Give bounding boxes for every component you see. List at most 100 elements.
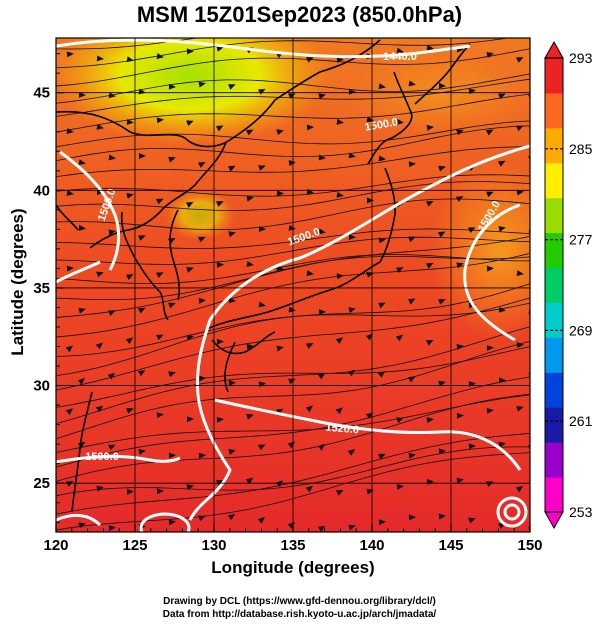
credit-data: Data from http://database.rish.kyoto-u.a…	[162, 609, 437, 620]
wind-arrow	[216, 338, 224, 345]
wind-arrow	[276, 190, 284, 197]
wind-arrow	[125, 274, 134, 281]
streamline	[56, 283, 530, 377]
wind-arrow	[276, 345, 284, 352]
wind-arrow	[198, 297, 206, 304]
wind-arrow	[246, 261, 254, 268]
x-tick-label: 130	[201, 537, 226, 554]
streamline	[56, 326, 530, 425]
graticule	[56, 38, 530, 532]
wind-arrow	[336, 191, 344, 198]
wind-arrow	[216, 45, 224, 52]
wind-arrow	[486, 481, 494, 487]
colorbar-segment	[545, 372, 563, 408]
streamline	[56, 452, 530, 531]
wind-arrow	[348, 307, 356, 314]
wind-arrow	[168, 452, 176, 459]
wind-arrow	[456, 344, 464, 351]
wind-arrow	[108, 154, 116, 161]
wind-arrow	[198, 452, 206, 459]
wind-arrow	[318, 154, 326, 161]
streamline	[56, 376, 530, 468]
wind-arrow	[288, 93, 296, 100]
wind-arrow	[437, 231, 446, 238]
wind-arrow	[438, 448, 446, 455]
colorbar-tick-label: 277	[569, 232, 593, 248]
wind-arrow	[258, 301, 266, 308]
streamline	[56, 297, 530, 391]
wind-arrow	[126, 192, 134, 199]
wind-arrow	[426, 124, 434, 131]
wind-arrow	[216, 261, 224, 268]
wind-arrow	[138, 153, 146, 160]
streamline	[56, 38, 201, 50]
wind-arrow	[396, 417, 404, 424]
x-tick-label: 150	[517, 537, 542, 554]
wind-arrow	[456, 129, 464, 136]
colorbar-tick-label: 269	[569, 322, 593, 338]
wind-arrow	[438, 380, 446, 387]
wind-arrow	[156, 53, 164, 60]
wind-arrow	[168, 302, 176, 309]
x-tick-label: 120	[43, 537, 68, 554]
streamline	[56, 125, 530, 162]
wind-arrow	[396, 483, 404, 490]
wind-arrow	[306, 124, 314, 131]
wind-arrow	[228, 449, 236, 455]
wind-arrow	[257, 444, 266, 451]
streamline	[56, 393, 530, 482]
wind-arrow	[366, 197, 374, 204]
colorbar-segment	[545, 127, 563, 164]
streamline	[56, 252, 530, 338]
wind-arrow	[95, 405, 104, 413]
wind-arrow	[408, 236, 416, 243]
wind-arrow	[365, 412, 374, 420]
wind-arrow	[66, 51, 74, 58]
credit-drawing: Drawing by DCL (https://www.gfd-dennou.o…	[163, 596, 436, 607]
wind-arrow	[347, 369, 355, 377]
wind-arrow	[186, 416, 194, 423]
wind-arrow	[65, 480, 74, 487]
wind-arrow	[137, 370, 146, 377]
wind-arrow	[516, 125, 524, 132]
colorbar-tick-label: 253	[569, 504, 593, 520]
wind-arrow	[498, 306, 506, 313]
streamline	[56, 432, 530, 515]
wind-arrow	[108, 444, 116, 451]
wind-arrow	[96, 123, 104, 130]
wind-arrow	[78, 224, 86, 231]
wind-arrow	[516, 341, 524, 348]
wind-arrow	[126, 119, 134, 125]
wind-arrow	[498, 226, 506, 232]
wind-arrow	[395, 334, 404, 342]
wind-arrow	[288, 378, 296, 385]
wind-arrow	[426, 44, 434, 51]
wind-arrow	[275, 408, 284, 415]
wind-arrow	[156, 412, 164, 419]
wind-arrow	[468, 517, 476, 524]
y-tick-label: 40	[33, 182, 50, 199]
wind-arrow	[498, 377, 506, 384]
wind-arrow	[228, 297, 236, 304]
wind-arrow	[306, 270, 314, 277]
wind-arrow	[155, 334, 164, 341]
wind-arrow	[107, 372, 116, 380]
wind-arrow	[78, 91, 86, 98]
wind-arrow	[407, 376, 416, 383]
wind-arrow	[227, 513, 236, 521]
wind-arrow	[228, 379, 236, 386]
wind-arrow	[408, 161, 416, 168]
wind-arrow	[486, 265, 494, 272]
contour-label: 1500.0	[364, 116, 399, 134]
wind-arrow	[65, 345, 74, 353]
colorbar-segment	[545, 232, 563, 269]
wind-arrow	[108, 525, 116, 532]
streamline	[56, 198, 530, 231]
x-tick-label: 135	[280, 537, 305, 554]
wind-arrow	[168, 83, 176, 90]
wind-arrow	[486, 345, 494, 352]
warm-region-east	[430, 160, 530, 340]
wind-arrow	[168, 371, 176, 378]
wind-arrow	[305, 485, 314, 493]
wind-arrow	[486, 191, 494, 198]
